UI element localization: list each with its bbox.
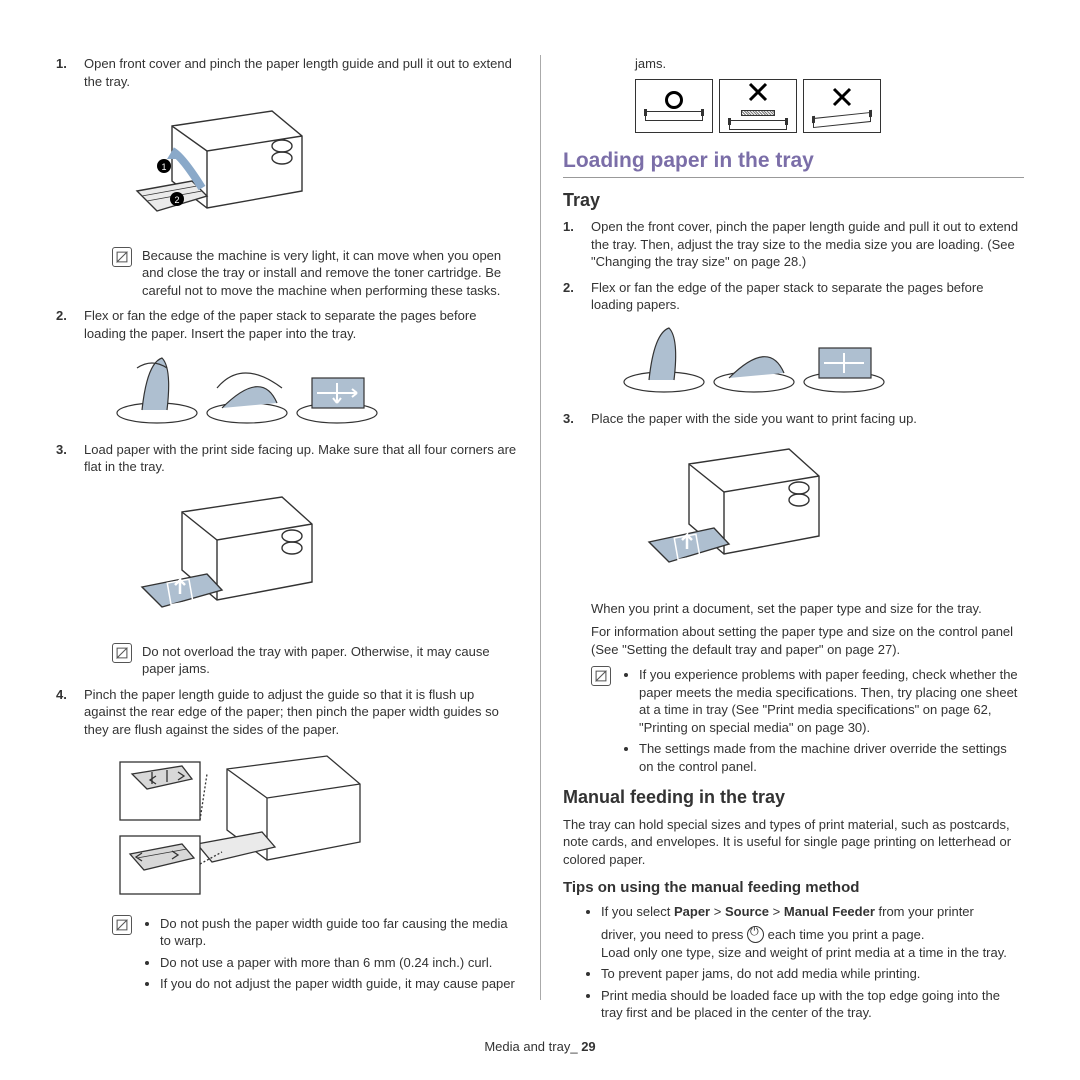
tray-icon: [729, 120, 787, 130]
note-text: Do not overload the tray with paper. Oth…: [142, 643, 518, 678]
step-text: Flex or fan the edge of the paper stack …: [84, 308, 476, 341]
manual-intro: The tray can hold special sizes and type…: [563, 816, 1024, 869]
svg-text:1: 1: [161, 162, 166, 172]
note-icon: [591, 666, 611, 686]
sub-heading-manual: Manual feeding in the tray: [563, 785, 1024, 809]
svg-text:2: 2: [174, 195, 179, 205]
footer-page: 29: [581, 1039, 595, 1054]
note-icon: [112, 915, 132, 935]
tray-after-text-2: For information about setting the paper …: [591, 623, 1024, 658]
power-button-icon: [747, 926, 764, 943]
diagram-ng-1: [719, 79, 797, 133]
diagram-ok: [635, 79, 713, 133]
step-item: Place the paper with the side you want t…: [563, 410, 1024, 658]
step-text: Place the paper with the side you want t…: [591, 411, 917, 426]
step-item: Pinch the paper length guide to adjust t…: [56, 686, 518, 997]
note-icon: [112, 247, 132, 267]
note-text: Do not push the paper width guide too fa…: [142, 915, 518, 997]
figure-load-face-up: [112, 482, 518, 637]
note-icon: [112, 643, 132, 663]
step-item: Load paper with the print side facing up…: [56, 441, 518, 678]
step-item: Flex or fan the edge of the paper stack …: [56, 307, 518, 433]
tray-steps: Open the front cover, pinch the paper le…: [563, 218, 1024, 658]
note-bullet: The settings made from the machine drive…: [639, 740, 1024, 775]
step-text: Open the front cover, pinch the paper le…: [591, 219, 1018, 269]
note-box: Because the machine is very light, it ca…: [112, 247, 518, 300]
note-text: Because the machine is very light, it ca…: [142, 247, 518, 300]
note-text: If you experience problems with paper fe…: [621, 666, 1024, 779]
figure-fan-paper-2: [619, 320, 1024, 403]
note-bullet: If you do not adjust the paper width gui…: [160, 975, 518, 993]
tray-icon: [813, 112, 871, 128]
step-text: Open front cover and pinch the paper len…: [84, 56, 512, 89]
overload-diagrams: [635, 79, 1024, 133]
note-bullet: If you experience problems with paper fe…: [639, 666, 1024, 736]
footer-label: Media and tray_: [484, 1039, 577, 1054]
sub-heading-tray: Tray: [563, 188, 1024, 212]
figure-fan-paper: [112, 348, 518, 433]
step-item: Open the front cover, pinch the paper le…: [563, 218, 1024, 271]
left-steps: Open front cover and pinch the paper len…: [56, 55, 518, 997]
step-item: Flex or fan the edge of the paper stack …: [563, 279, 1024, 403]
circle-mark-icon: [665, 91, 683, 109]
tip-item: If you select Paper > Source > Manual Fe…: [601, 903, 1024, 962]
page-footer: Media and tray_ 29: [0, 1038, 1080, 1056]
note-bullet: Do not push the paper width guide too fa…: [160, 915, 518, 950]
step-text: Load paper with the print side facing up…: [84, 442, 516, 475]
step-item: Open front cover and pinch the paper len…: [56, 55, 518, 299]
note-bullet: Do not use a paper with more than 6 mm (…: [160, 954, 518, 972]
figure-place-face-up: [619, 434, 1024, 594]
step-text: Pinch the paper length guide to adjust t…: [84, 687, 499, 737]
note-box: Do not push the paper width guide too fa…: [112, 915, 518, 997]
diagram-ng-2: [803, 79, 881, 133]
section-heading: Loading paper in the tray: [563, 147, 1024, 178]
figure-adjust-guides: [112, 744, 518, 909]
right-column: jams. Loading paper in the tray Tra: [540, 55, 1024, 1000]
tray-after-text-1: When you print a document, set the paper…: [591, 600, 1024, 618]
note-box: Do not overload the tray with paper. Oth…: [112, 643, 518, 678]
tip-item: To prevent paper jams, do not add media …: [601, 965, 1024, 983]
x-mark-icon: [831, 86, 853, 113]
x-mark-icon: [747, 81, 769, 108]
tray-icon: [645, 111, 703, 121]
figure-printer-open-tray: 1 2: [112, 96, 518, 241]
step-text: Flex or fan the edge of the paper stack …: [591, 280, 983, 313]
tips-heading: Tips on using the manual feeding method: [563, 878, 1024, 898]
note-box: If you experience problems with paper fe…: [591, 666, 1024, 779]
continued-fragment: jams.: [635, 55, 1024, 73]
left-column: Open front cover and pinch the paper len…: [56, 55, 540, 1000]
tip-item: Print media should be loaded face up wit…: [601, 987, 1024, 1022]
tips-list: If you select Paper > Source > Manual Fe…: [583, 903, 1024, 1022]
